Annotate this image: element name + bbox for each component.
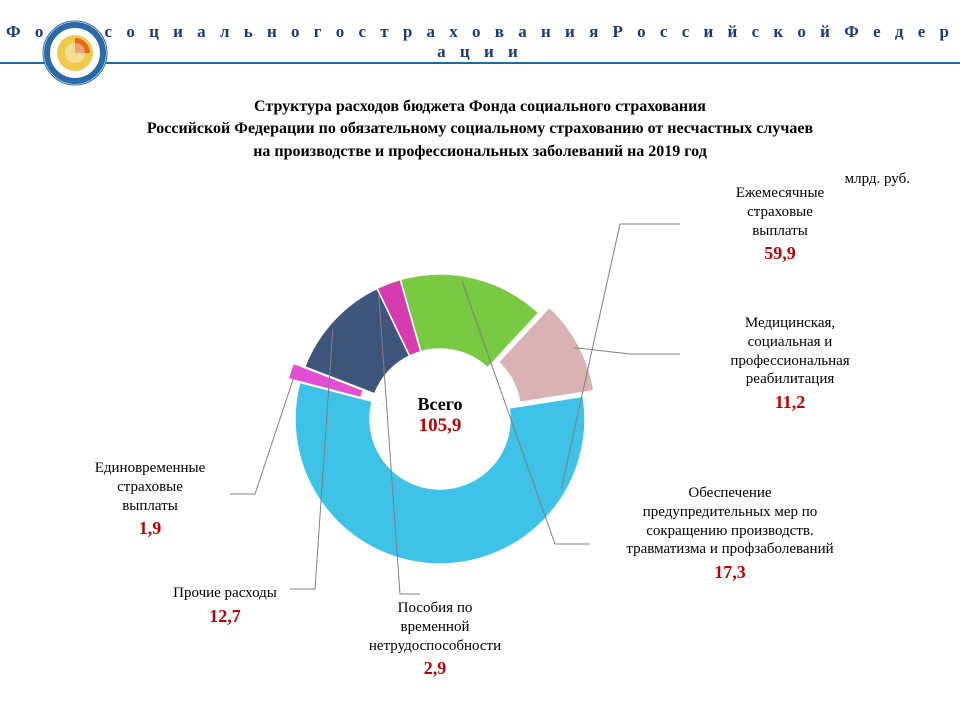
slice-label-value: 2,9 <box>330 657 540 680</box>
slice-label-text: Единовременныестраховыевыплаты <box>60 459 240 515</box>
slice-label: Пособия повременнойнетрудоспособности2,9 <box>330 599 540 680</box>
slice-label-value: 11,2 <box>680 391 900 414</box>
slice-label: Обеспечениепредупредительных мер посокра… <box>580 484 880 584</box>
org-logo <box>42 20 108 86</box>
org-title: Ф о н д с о ц и а л ь н о г о с т р а х … <box>0 22 960 62</box>
chart-title: Структура расходов бюджета Фонда социаль… <box>0 96 960 163</box>
slice-label-value: 59,9 <box>680 242 880 265</box>
slice-label-text: Ежемесячныестраховыевыплаты <box>680 184 880 240</box>
slice-label-text: Прочие расходы <box>140 584 310 603</box>
slice-label: Ежемесячныестраховыевыплаты59,9 <box>680 184 880 265</box>
slice-label: Единовременныестраховыевыплаты1,9 <box>60 459 240 540</box>
center-label: Всего105,9 <box>380 394 500 437</box>
donut-chart: Ежемесячныестраховыевыплаты59,9Единоврем… <box>0 194 960 694</box>
center-total-label: Всего <box>380 394 500 415</box>
slice-label: Медицинская,социальная ипрофессиональная… <box>680 314 900 414</box>
leader-line <box>574 348 680 354</box>
slice-label-text: Обеспечениепредупредительных мер посокра… <box>580 484 880 559</box>
slice-label: Прочие расходы 12,7 <box>140 584 310 627</box>
center-total-value: 105,9 <box>380 415 500 437</box>
slice-label-text: Пособия повременнойнетрудоспособности <box>330 599 540 655</box>
slice-label-value: 1,9 <box>60 517 240 540</box>
slice-label-value: 12,7 <box>140 605 310 628</box>
header-divider <box>0 62 960 64</box>
slice-label-value: 17,3 <box>580 561 880 584</box>
slice-label-text: Медицинская,социальная ипрофессиональная… <box>680 314 900 389</box>
